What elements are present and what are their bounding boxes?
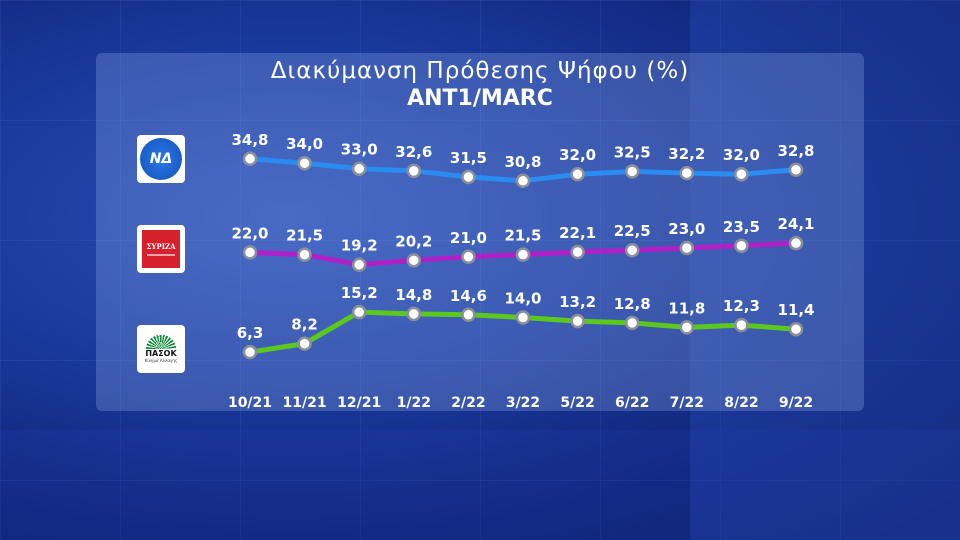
data-label: 23,5 <box>723 218 760 236</box>
data-point <box>461 307 476 323</box>
x-tick-label: 1/22 <box>397 395 431 411</box>
data-label: 14,8 <box>395 286 432 304</box>
data-point <box>679 240 695 256</box>
data-label: 11,8 <box>668 299 705 317</box>
data-label: 14,6 <box>450 287 487 305</box>
data-label: 34,8 <box>231 131 268 149</box>
data-point <box>297 247 312 262</box>
x-tick-label: 6/22 <box>615 395 649 411</box>
data-label: 21,5 <box>504 227 541 245</box>
data-point <box>788 235 804 251</box>
chart-panel <box>96 53 864 411</box>
x-tick-label: 3/22 <box>506 395 540 411</box>
data-label: 13,2 <box>559 293 596 311</box>
background-block <box>0 430 960 540</box>
data-point <box>351 304 367 320</box>
pasok-logo-text: ΠΑΣΟΚ <box>145 349 177 358</box>
data-label: 22,1 <box>559 224 596 242</box>
data-point <box>515 310 531 325</box>
data-label: 8,2 <box>291 316 318 334</box>
data-point <box>570 313 585 329</box>
x-tick-label: 2/22 <box>451 395 485 411</box>
x-tick-label: 8/22 <box>724 395 758 411</box>
data-label: 31,5 <box>450 149 487 167</box>
data-label: 30,8 <box>504 153 541 171</box>
data-label: 12,3 <box>723 297 760 315</box>
data-point <box>788 321 804 337</box>
data-point <box>406 163 422 179</box>
data-label: 15,2 <box>341 284 378 302</box>
data-label: 34,0 <box>286 135 323 153</box>
data-point <box>734 317 749 333</box>
data-label: 24,1 <box>777 215 814 233</box>
data-point <box>734 166 749 182</box>
data-point <box>515 173 531 189</box>
data-label: 21,0 <box>450 229 487 247</box>
x-tick-label: 9/22 <box>779 395 813 411</box>
data-point <box>461 249 476 265</box>
data-point <box>734 238 749 254</box>
data-label: 11,4 <box>777 301 814 319</box>
data-point <box>242 245 258 260</box>
data-point <box>461 169 476 185</box>
data-point <box>624 242 640 258</box>
x-tick-label: 11/21 <box>283 395 327 411</box>
data-label: 19,2 <box>341 237 378 255</box>
data-label: 32,0 <box>723 146 760 164</box>
data-point <box>679 320 695 335</box>
data-label: 6,3 <box>237 324 264 342</box>
chart-title: Διακύμανση Πρόθεσης Ψήφου (%) <box>270 58 690 84</box>
x-tick-label: 7/22 <box>670 395 704 411</box>
data-label: 32,5 <box>614 143 651 161</box>
data-point <box>406 306 422 322</box>
data-point <box>515 247 531 262</box>
data-label: 20,2 <box>395 232 432 250</box>
data-label: 23,0 <box>668 220 705 238</box>
data-label: 32,8 <box>777 142 814 160</box>
data-point <box>242 151 258 167</box>
x-tick-label: 10/21 <box>228 395 272 411</box>
data-label: 32,6 <box>395 143 432 161</box>
data-label: 12,8 <box>614 295 651 313</box>
pasok-logo-subtext: Κίνημα Αλλαγής <box>144 358 178 363</box>
data-point <box>351 161 367 176</box>
nd-logo-mark: ΝΔ <box>140 138 182 180</box>
data-label: 22,0 <box>231 224 268 242</box>
x-tick-label: 5/22 <box>560 395 594 411</box>
data-point <box>570 166 585 182</box>
syriza-logo: ΣΥΡΙΖΑ <box>137 225 185 273</box>
data-label: 32,0 <box>559 146 596 164</box>
data-label: 21,5 <box>286 227 323 245</box>
x-tick-label: 12/21 <box>337 395 381 411</box>
data-point <box>788 162 804 178</box>
data-label: 32,2 <box>668 145 705 163</box>
data-point <box>570 244 585 260</box>
data-point <box>406 253 422 268</box>
data-point <box>624 315 640 331</box>
data-point <box>242 344 258 360</box>
data-point <box>624 164 640 179</box>
nd-logo: ΝΔ <box>137 135 185 183</box>
chart-subtitle: ANT1/MARC <box>407 86 553 111</box>
data-point <box>351 257 367 272</box>
data-label: 14,0 <box>504 290 541 308</box>
data-label: 33,0 <box>341 141 378 159</box>
data-label: 22,5 <box>614 222 651 240</box>
data-point <box>297 155 312 171</box>
data-point <box>679 165 695 181</box>
pasok-logo: ΠΑΣΟΚ Κίνημα Αλλαγής <box>137 325 185 373</box>
background-block <box>690 0 960 540</box>
syriza-logo-text: ΣΥΡΙΖΑ <box>146 242 176 251</box>
pasok-sun-icon <box>146 335 176 349</box>
data-point <box>297 336 312 351</box>
